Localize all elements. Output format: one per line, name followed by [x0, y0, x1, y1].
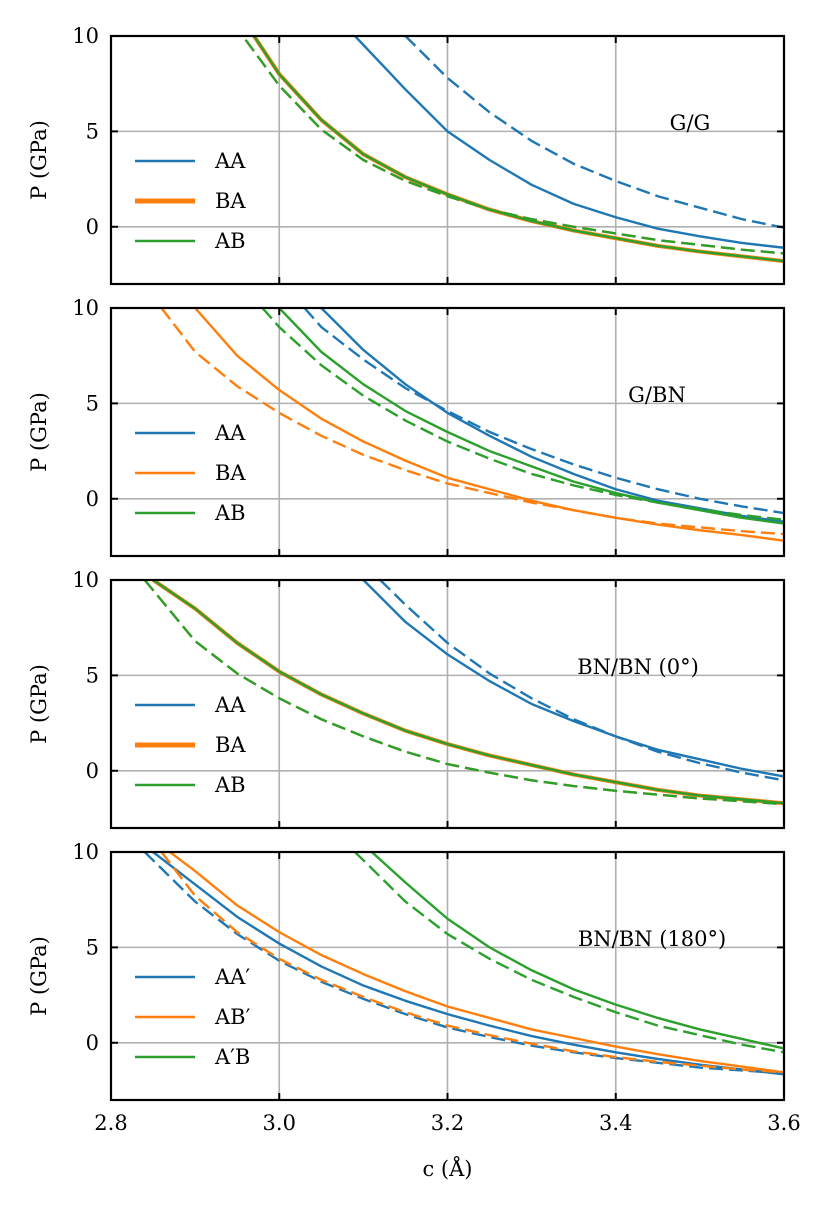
series-line-ba-solid: [151, 580, 784, 806]
series-line-ab-dashed: [261, 308, 784, 521]
x-tick-label: 3.4: [599, 1111, 632, 1135]
x-tick-label: 3.2: [431, 1111, 464, 1135]
series-line-ab-dashed: [160, 852, 784, 1074]
series-line-aa-dashed: [303, 308, 784, 515]
series-line-aa-dashed: [379, 580, 784, 782]
legend-label: BA: [215, 733, 246, 757]
legend-label: AA: [214, 149, 246, 173]
panel-1: 0 5 10 P (GPa) G/G AA BA AB: [27, 24, 786, 286]
y-tick-label: 5: [86, 119, 99, 143]
panel-2: 0 5 10 P (GPa) G/BN AA BA AB: [27, 296, 786, 558]
y-tick-label: 0: [86, 487, 99, 511]
series-line-aa-solid: [362, 580, 784, 778]
series-line-aa-dashed: [143, 852, 784, 1075]
series-line-ab-solid: [370, 852, 784, 1050]
x-tick-label: 3.6: [767, 1111, 800, 1135]
series-line-ab-dashed: [143, 580, 784, 806]
series-line-ab-solid: [169, 852, 784, 1074]
y-tick-label: 5: [86, 935, 99, 959]
panel-title: G/G: [670, 111, 711, 135]
panel-title: G/BN: [628, 383, 686, 407]
legend-label: A′B: [214, 1045, 250, 1069]
y-tick-label: 0: [86, 215, 99, 239]
y-axis-label: P (GPa): [27, 120, 51, 200]
x-tick-label: 2.8: [94, 1111, 127, 1135]
panel-title: BN/BN (0°): [577, 655, 699, 679]
panel-3: 0 5 10 P (GPa) BN/BN (0°) AA BA AB: [27, 568, 786, 830]
y-axis-label: P (GPa): [27, 664, 51, 744]
legend-label: AB: [214, 229, 246, 253]
series-line-aa-dashed: [404, 36, 784, 229]
y-tick-label: 10: [72, 568, 99, 592]
y-tick-label: 5: [86, 391, 99, 415]
y-axis-label: P (GPa): [27, 936, 51, 1016]
panel-title: BN/BN (180°): [578, 927, 726, 951]
x-axis-label: c (Å): [423, 1156, 473, 1181]
legend-label: AB: [214, 773, 246, 797]
series-line-aa-solid: [320, 308, 784, 523]
series-line-ba-dashed: [244, 39, 784, 255]
series-line-ab-solid: [152, 580, 784, 805]
legend-label: AA: [214, 693, 246, 717]
series-line-ab-dashed: [244, 39, 784, 255]
y-axis-label: P (GPa): [27, 392, 51, 472]
y-tick-label: 0: [86, 1031, 99, 1055]
y-tick-label: 0: [86, 759, 99, 783]
series-line-ba-dashed: [160, 308, 784, 536]
series-line-ba-solid: [194, 308, 784, 542]
y-tick-label: 10: [72, 840, 99, 864]
legend-label: AA′: [214, 965, 250, 989]
y-tick-label: 10: [72, 296, 99, 320]
legend-label: AB: [214, 501, 246, 525]
legend-label: BA: [215, 461, 246, 485]
y-tick-label: 10: [72, 24, 99, 48]
panel-4: 0 5 10 2.8 3.0 3.2 3.4 3.6 P (GPa) c (Å) BN/BN (18…: [27, 840, 801, 1181]
series-line-aa-solid: [152, 852, 784, 1076]
legend-label: BA: [215, 189, 246, 213]
legend-label: AB′: [214, 1005, 251, 1029]
y-tick-label: 5: [86, 663, 99, 687]
legend-label: AA: [214, 421, 246, 445]
series-line-aa-solid: [354, 36, 784, 249]
series-line-ab-dashed: [354, 852, 784, 1054]
x-tick-label: 3.0: [263, 1111, 296, 1135]
